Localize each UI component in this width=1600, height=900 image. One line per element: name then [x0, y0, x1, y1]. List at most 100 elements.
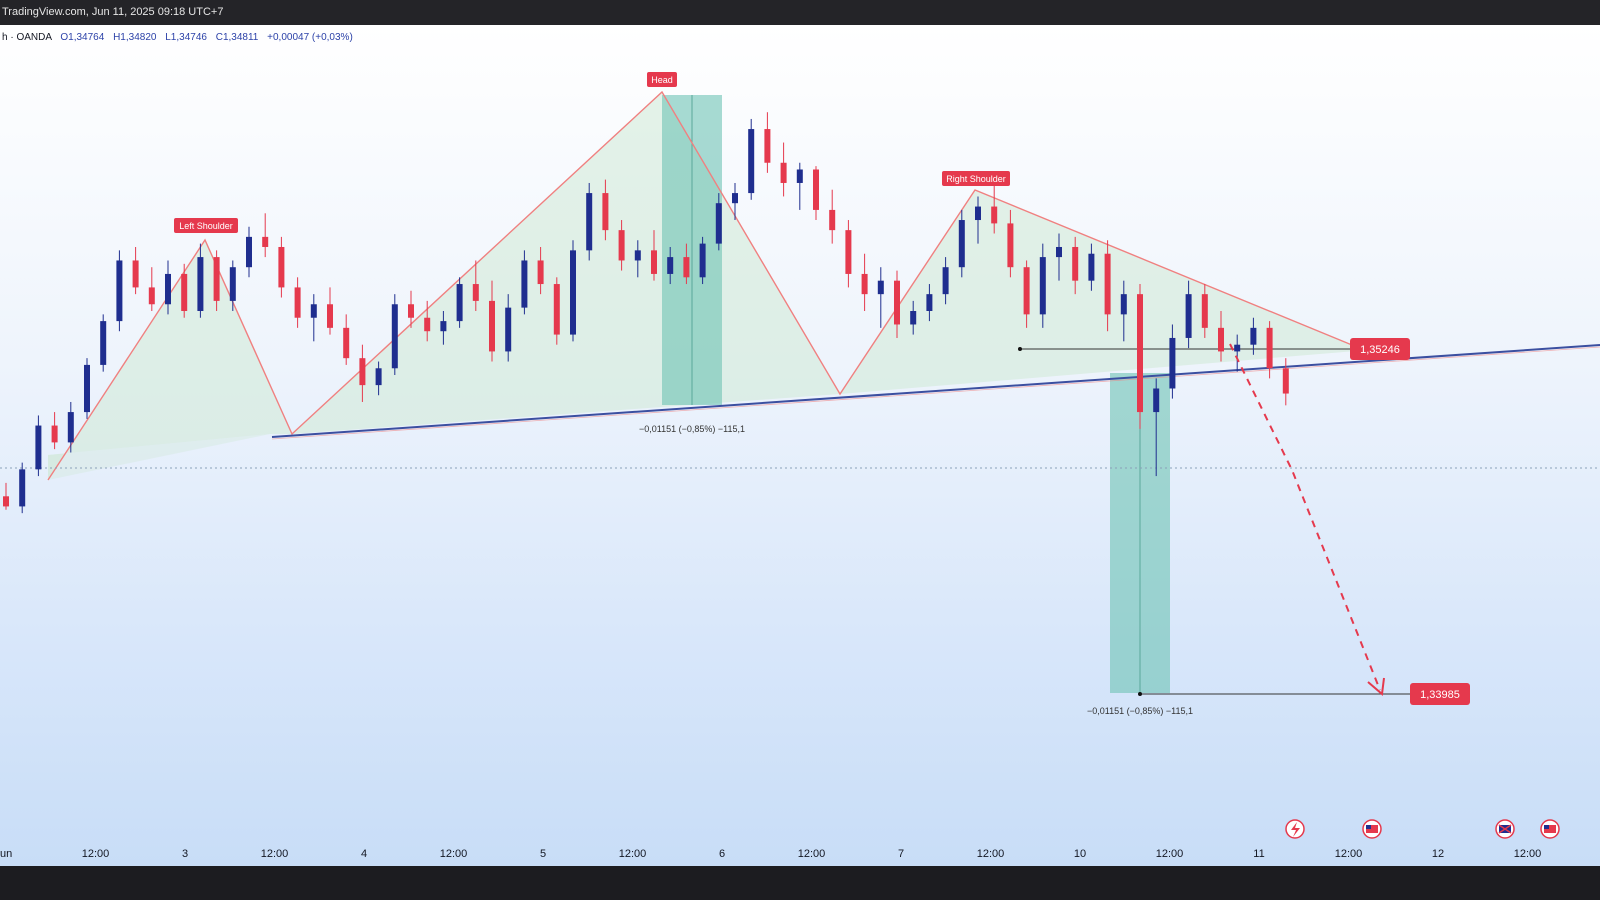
x-tick-label: 3 — [182, 848, 188, 860]
candle — [1185, 280, 1192, 349]
candle — [1234, 334, 1241, 372]
ohlc-legend: h · OANDA O1,34764 H1,34820 L1,34746 C1,… — [2, 32, 359, 43]
candle-body — [84, 364, 90, 413]
candle-body — [1282, 368, 1289, 394]
pattern-outline — [47, 90, 1353, 481]
candle-body — [667, 257, 674, 274]
candle — [359, 344, 366, 402]
candle — [602, 179, 609, 241]
candle-body — [148, 287, 155, 305]
candle-body — [197, 257, 204, 311]
level-1-35246-anchor — [1018, 347, 1022, 351]
head-label[interactable]: Head — [647, 72, 677, 87]
candle — [829, 189, 836, 244]
candle — [294, 277, 301, 328]
candle-body — [796, 169, 803, 183]
candle — [926, 284, 933, 322]
right-shoulder-label[interactable]: Right Shoulder — [942, 171, 1010, 186]
candle-body — [926, 294, 933, 311]
x-tick-label: 11 — [1253, 848, 1264, 860]
uk-flag-icon[interactable] — [1495, 819, 1515, 839]
target-price-text: 1,33985 — [1420, 689, 1460, 701]
candle-body — [1039, 257, 1046, 315]
candle-body — [845, 230, 852, 274]
candle-body — [861, 273, 868, 295]
candle — [732, 182, 738, 221]
lightning-icon[interactable] — [1285, 819, 1305, 839]
candle — [845, 220, 852, 288]
projection-arrowhead — [1367, 677, 1385, 696]
candle-body — [489, 300, 495, 352]
candle-body — [440, 321, 447, 332]
candle-body — [3, 496, 9, 507]
candle-body — [521, 260, 528, 308]
candle-body — [278, 246, 285, 288]
head-area — [292, 92, 840, 434]
candle-body — [1185, 294, 1192, 338]
x-tick-label: 12:00 — [261, 848, 289, 860]
candle — [813, 166, 819, 221]
candle — [197, 243, 204, 318]
candle — [796, 162, 803, 210]
candle-body — [19, 469, 26, 507]
candle — [229, 260, 236, 311]
candle-body — [1250, 327, 1257, 345]
candle-body — [1218, 327, 1224, 352]
candle-body — [359, 358, 366, 386]
candle — [764, 112, 771, 173]
candle — [278, 236, 285, 298]
candle-body — [327, 304, 333, 328]
candle-body — [1169, 337, 1176, 389]
us-flag-icon[interactable] — [1362, 819, 1382, 839]
candle — [618, 220, 625, 271]
x-tick-label: un — [0, 848, 12, 860]
candle-body — [634, 250, 641, 261]
neckline-price-label[interactable]: 1,35246 — [1350, 338, 1410, 360]
candle — [570, 240, 576, 342]
candle — [958, 209, 965, 278]
candle — [651, 230, 657, 281]
candle-body — [213, 257, 220, 301]
candle — [1201, 284, 1208, 338]
x-tick-label: 12 — [1432, 848, 1444, 860]
us-flag-icon-2[interactable] — [1540, 819, 1560, 839]
candle — [667, 246, 674, 285]
bottom-bar — [0, 866, 1600, 900]
candle — [910, 300, 917, 335]
neckline-price-text: 1,35246 — [1360, 344, 1400, 356]
candle-body — [51, 425, 58, 443]
candle-body — [813, 169, 819, 210]
head-measure-text: −0,01151 (−0,85%) −115,1 — [639, 424, 745, 434]
x-tick-label: 10 — [1074, 848, 1086, 860]
candle — [991, 179, 998, 234]
candle — [1266, 321, 1273, 379]
candle-body — [472, 284, 479, 301]
candle — [553, 277, 560, 345]
candle-body — [262, 236, 269, 247]
candle-body — [683, 257, 690, 278]
candle — [181, 263, 188, 318]
price-chart[interactable]: Left Shoulder Head Right Shoulder 1,3524… — [0, 0, 1600, 866]
x-tick-label: 4 — [361, 848, 367, 860]
candle-body — [1153, 388, 1160, 413]
neckline — [271, 344, 1600, 438]
target-price-label[interactable]: 1,33985 — [1410, 683, 1470, 705]
candle — [327, 287, 333, 335]
x-tick-label: 5 — [540, 848, 546, 860]
candle — [1137, 284, 1143, 429]
candle-body — [1266, 327, 1273, 369]
neckline-shadow — [271, 346, 1600, 440]
candle-body — [732, 193, 738, 204]
left-shoulder-label[interactable]: Left Shoulder — [174, 218, 238, 233]
candle — [213, 250, 220, 311]
candle-body — [699, 243, 706, 278]
candle-body — [1120, 294, 1127, 315]
candle-body — [1104, 253, 1111, 315]
candle — [634, 240, 641, 278]
candle — [489, 280, 495, 362]
low-value: L1,34746 — [165, 32, 207, 43]
x-tick-label: 6 — [719, 848, 725, 860]
candle-body — [1056, 246, 1062, 258]
candle-body — [975, 206, 981, 221]
candle-body — [1088, 253, 1095, 281]
